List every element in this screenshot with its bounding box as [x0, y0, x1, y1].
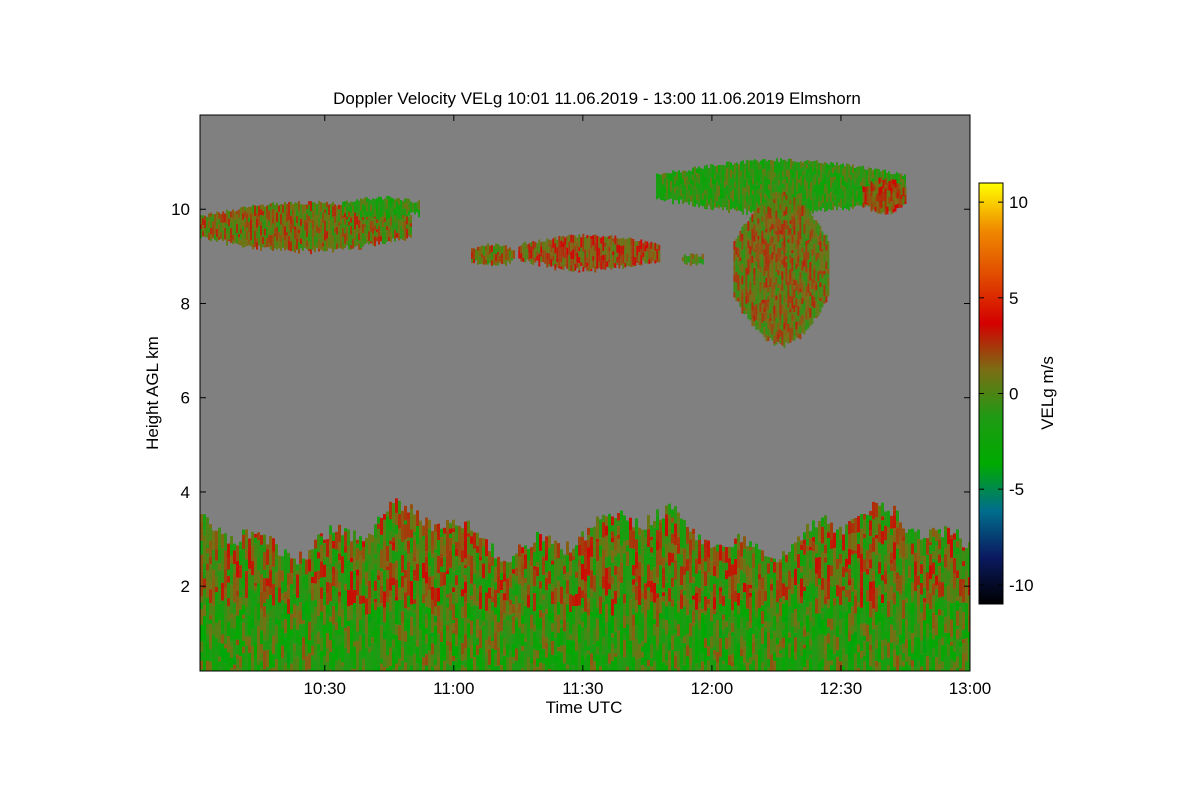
- y-axis: 2 4 6 8 10: [171, 200, 970, 596]
- echo-region-0: [200, 498, 970, 671]
- echo-region-3: [471, 243, 515, 267]
- x-tick-label: 13:00: [949, 679, 992, 698]
- colorbar-tick-label: -5: [1009, 480, 1024, 499]
- x-tick-label: 11:00: [433, 679, 474, 698]
- y-tick-label: 8: [181, 294, 190, 313]
- y-tick-label: 10: [171, 200, 190, 219]
- y-tick-label: 4: [181, 483, 190, 502]
- x-tick-label: 12:00: [691, 679, 734, 698]
- echo-region-2: [342, 195, 420, 222]
- colorbar-axis: 10 5 0 -5 -10: [979, 193, 1034, 595]
- chart-title: Doppler Velocity VELg 10:01 11.06.2019 -…: [333, 89, 861, 108]
- y-tick-label: 2: [181, 577, 190, 596]
- x-axis-label: Time UTC: [546, 698, 623, 717]
- colorbar-tick-label: 0: [1009, 385, 1018, 404]
- echo-region-6: [656, 158, 906, 217]
- x-tick-label: 10:30: [303, 679, 346, 698]
- colorbar-tick-label: 10: [1009, 193, 1028, 212]
- x-axis: 10:30 11:00 11:30 12:00 12:30 13:00: [303, 115, 991, 698]
- echo-region-1: [200, 200, 412, 255]
- echo-region-7: [862, 177, 907, 215]
- echo-region-4: [518, 233, 661, 273]
- colorbar-label: VELg m/s: [1038, 356, 1057, 430]
- plot-frame: [199, 114, 971, 672]
- echo-region-8: [733, 191, 830, 348]
- y-axis-label: Height AGL km: [143, 336, 162, 450]
- x-tick-label: 11:30: [562, 679, 603, 698]
- echo-region-5: [681, 253, 704, 266]
- velocity-field: [200, 158, 970, 671]
- colorbar-tick-label: 5: [1009, 289, 1018, 308]
- colorbar-tick-label: -10: [1009, 576, 1034, 595]
- y-tick-label: 6: [181, 389, 190, 408]
- x-tick-label: 12:30: [820, 679, 863, 698]
